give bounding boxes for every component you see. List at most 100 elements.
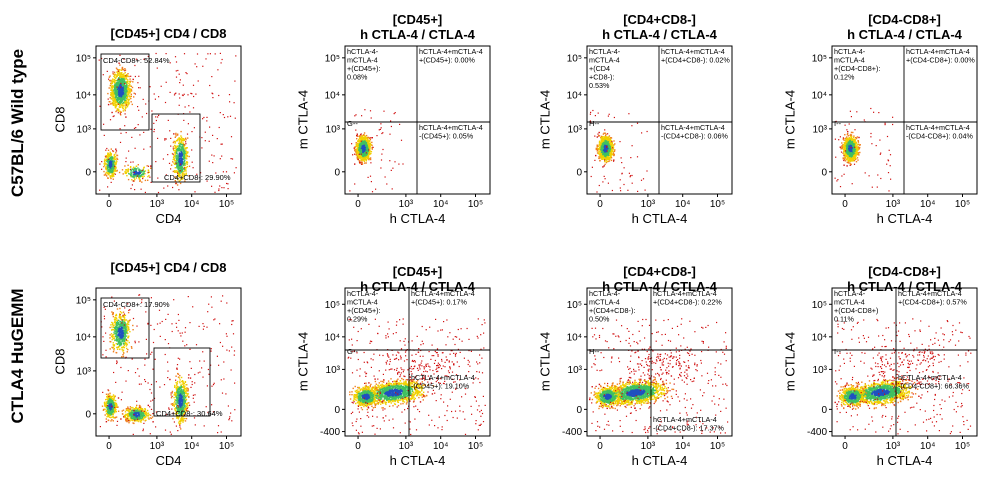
event-dot [611, 145, 613, 147]
event-dot [610, 141, 612, 144]
event-dot [358, 156, 360, 158]
event-dot [111, 88, 114, 90]
event-dot [191, 149, 193, 151]
event-dot [140, 188, 142, 190]
event-dot [122, 173, 124, 175]
event-dot [142, 98, 144, 100]
event-dot [390, 120, 392, 122]
event-dot [228, 94, 231, 96]
event-dot [355, 151, 357, 153]
event-dot [118, 171, 121, 174]
event-dot [136, 172, 138, 174]
event-dot [842, 148, 845, 150]
event-dot [107, 92, 109, 95]
event-dot [181, 144, 184, 146]
event-dot [855, 153, 858, 155]
event-dot [597, 151, 600, 153]
event-dot [141, 181, 143, 183]
event-dot [180, 168, 182, 171]
event-dot [114, 168, 116, 171]
event-dot [362, 134, 365, 136]
event-dot [124, 68, 126, 70]
event-dot [118, 93, 120, 96]
event-dot [641, 132, 643, 134]
event-dot [220, 143, 222, 145]
event-dot [169, 62, 171, 64]
event-dot [130, 93, 132, 95]
event-dot [113, 92, 116, 94]
event-dot [118, 62, 120, 64]
event-dot [109, 163, 111, 165]
event-dot [107, 154, 109, 157]
event-dot [125, 161, 127, 163]
event-dot [850, 155, 853, 157]
event-dot [114, 162, 116, 164]
row-label-wild-type: C57BL/6 Wild type [8, 48, 27, 198]
event-dot [114, 158, 116, 160]
event-dot [850, 134, 853, 136]
event-dot [602, 138, 604, 140]
event-dot [851, 158, 853, 161]
event-dot [363, 157, 366, 159]
event-dot [609, 152, 611, 154]
event-dot [126, 86, 128, 88]
event-dot [117, 108, 120, 110]
x-tick-label: 10⁴ [433, 199, 448, 210]
event-dot [107, 169, 109, 171]
event-dot [600, 141, 602, 144]
event-dot [180, 136, 183, 139]
event-dot [843, 144, 845, 146]
event-dot [365, 151, 368, 153]
event-dot [127, 170, 129, 172]
event-dot [840, 148, 842, 150]
event-dot [182, 94, 184, 97]
event-dot [132, 170, 134, 172]
event-dot [853, 141, 855, 143]
y-tick-label: 10⁴ [76, 90, 91, 101]
event-dot [180, 158, 182, 160]
event-dot [185, 162, 187, 164]
event-dot [600, 148, 602, 150]
event-dot [177, 172, 179, 175]
event-dot [599, 149, 601, 151]
event-dot [174, 147, 176, 149]
event-dot [104, 173, 107, 175]
event-dot [178, 144, 181, 146]
event-dot [364, 145, 367, 147]
event-dot [181, 139, 183, 142]
event-dot [109, 176, 112, 178]
event-dot [608, 157, 610, 159]
event-dot [186, 165, 188, 168]
event-dot [130, 90, 133, 92]
event-dot [235, 55, 237, 57]
event-dot [369, 152, 371, 155]
event-dot [104, 158, 106, 160]
event-dot [606, 160, 609, 163]
event-dot [178, 180, 180, 182]
event-dot [179, 137, 181, 139]
event-dot [605, 150, 607, 152]
event-dot [600, 157, 603, 159]
event-dot [183, 164, 185, 166]
event-dot [121, 97, 123, 99]
event-dot [175, 76, 178, 78]
event-dot [178, 140, 180, 142]
event-dot [130, 80, 132, 82]
event-dot [854, 148, 856, 151]
event-dot [229, 115, 232, 117]
event-dot [125, 116, 127, 118]
quadrant-label: +(CD45+): 0.00% [419, 56, 476, 65]
event-dot [107, 177, 109, 179]
event-dot [604, 134, 607, 137]
event-dot [603, 136, 605, 138]
event-dot [360, 144, 362, 146]
event-dot [99, 163, 101, 165]
event-dot [105, 156, 107, 158]
event-dot [371, 141, 373, 144]
event-dot [356, 149, 358, 152]
event-dot [590, 111, 592, 113]
event-dot [180, 171, 182, 173]
event-dot [848, 156, 850, 158]
event-dot [854, 153, 857, 155]
event-dot [602, 148, 605, 150]
